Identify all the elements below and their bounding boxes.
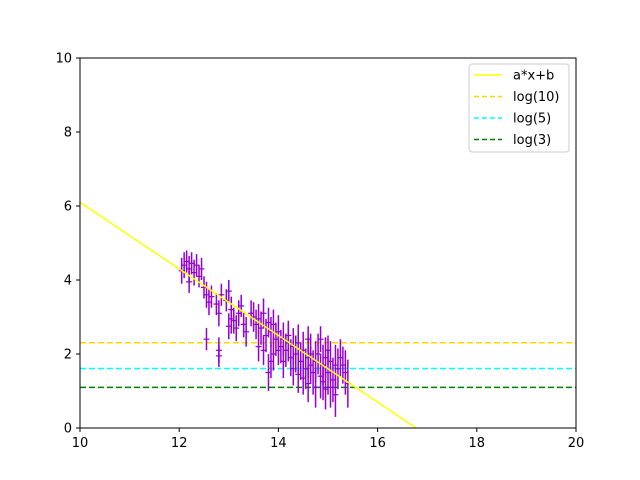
y-axis: 0 2 4 6 8 10 — [55, 52, 80, 437]
x-tick-label: 10 — [72, 436, 89, 451]
legend-label: log(10) — [513, 90, 560, 105]
fit-line-group — [79, 201, 417, 429]
data-point — [186, 270, 193, 293]
data-point — [255, 331, 262, 362]
data-point — [332, 372, 339, 417]
data-point — [225, 280, 232, 303]
y-tick-label: 4 — [64, 274, 72, 289]
legend: a*x+b log(10) log(5) log(3) — [468, 63, 570, 153]
fit-line — [79, 201, 417, 429]
axes-frame — [79, 57, 577, 429]
plot-area: 10 12 14 16 18 20 0 2 4 6 8 10 a*x+b log(10) log(5) l… — [55, 52, 584, 452]
y-tick-label: 2 — [64, 348, 72, 363]
data-point — [228, 304, 235, 334]
data-point — [275, 335, 282, 366]
data-point — [198, 257, 205, 280]
data-point — [295, 355, 302, 393]
data-point — [270, 337, 277, 371]
data-point — [290, 352, 297, 386]
data-point — [339, 346, 346, 384]
y-tick-label: 0 — [64, 422, 72, 437]
legend-item: log(10) — [474, 90, 560, 105]
data-point — [305, 326, 312, 353]
data-point — [215, 344, 222, 367]
data-point — [280, 344, 287, 379]
data-point — [312, 366, 319, 408]
error-bars — [178, 250, 351, 417]
x-tick-label: 18 — [469, 436, 486, 451]
x-axis: 10 12 14 16 18 20 — [72, 428, 585, 451]
legend-item: log(3) — [474, 133, 551, 148]
data-point — [208, 285, 215, 308]
x-tick-label: 14 — [270, 436, 287, 451]
data-point — [233, 315, 240, 342]
data-point — [260, 335, 267, 366]
data-point — [218, 283, 225, 306]
legend-box — [468, 63, 570, 153]
legend-label: log(5) — [513, 112, 551, 127]
legend-label: a*x+b — [513, 69, 554, 84]
data-point — [307, 346, 314, 384]
data-point — [325, 335, 331, 366]
y-tick-label: 8 — [64, 126, 72, 141]
x-tick-label: 12 — [171, 436, 188, 451]
data-point — [203, 328, 210, 351]
data-point — [317, 326, 324, 353]
data-point — [300, 361, 307, 395]
legend-label: log(3) — [513, 133, 551, 148]
data-point — [215, 300, 222, 327]
y-tick-label: 10 — [55, 52, 72, 67]
y-tick-label: 6 — [64, 200, 72, 215]
data-point — [327, 366, 334, 408]
x-tick-label: 16 — [369, 436, 386, 451]
x-tick-label: 20 — [568, 436, 585, 451]
data-point — [238, 294, 245, 317]
data-point — [248, 300, 255, 327]
data-point — [322, 368, 329, 410]
legend-item: a*x+b — [474, 69, 554, 84]
data-point — [260, 298, 267, 329]
legend-item: log(5) — [474, 112, 551, 127]
data-point — [285, 320, 292, 351]
data-point — [243, 317, 250, 347]
